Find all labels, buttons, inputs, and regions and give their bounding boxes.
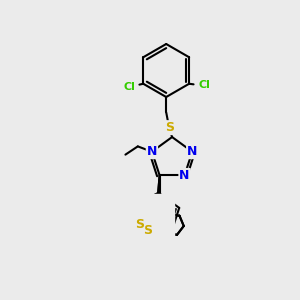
Text: Cl: Cl — [123, 82, 135, 92]
Text: N: N — [187, 145, 197, 158]
Text: Cl: Cl — [199, 80, 210, 90]
Text: S: S — [135, 218, 144, 231]
Text: S: S — [165, 121, 174, 134]
Text: N: N — [147, 145, 157, 158]
Text: S: S — [143, 224, 152, 237]
Text: N: N — [179, 169, 190, 182]
Text: S: S — [135, 218, 144, 231]
